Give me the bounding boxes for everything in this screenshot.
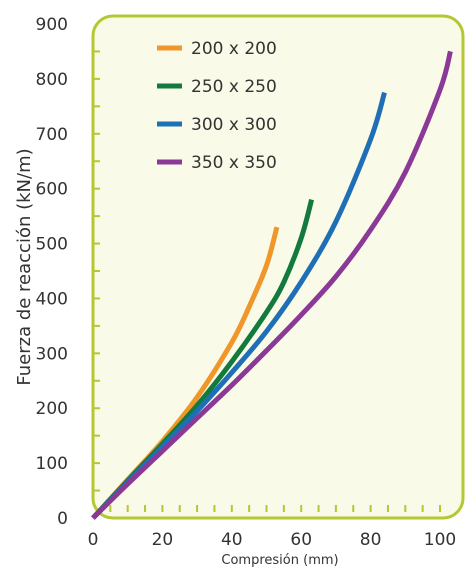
y-tick-label: 0 [57,509,68,529]
x-tick-label: 20 [152,530,174,550]
series-line-4 [91,50,453,520]
x-axis-title: Compresión (mm) [221,553,338,568]
legend-swatch [157,121,182,127]
x-tick-labels: 0 20 40 60 80 100 [88,530,457,550]
y-tick-label: 500 [36,235,68,255]
y-tick-label: 600 [36,180,68,200]
series-group [91,50,453,520]
minor-ticks [109,505,441,512]
legend: 200 x 200 250 x 250 300 x 300 350 x 350 [157,39,277,173]
x-tick-label: 80 [360,530,382,550]
y-tick-label: 300 [36,344,68,364]
y-tick-marks [93,50,100,492]
y-tick-label: 100 [36,454,68,474]
y-tick-label: 900 [36,15,68,35]
plot-area [91,14,465,520]
legend-label: 250 x 250 [191,77,277,97]
legend-label: 350 x 350 [191,153,277,173]
y-tick-label: 800 [36,70,68,90]
x-tick-label: 100 [424,530,456,550]
y-tick-label: 700 [36,125,68,145]
y-tick-label: 200 [36,399,68,419]
y-tick-labels: 0 100 200 300 400 500 600 700 800 900 [36,15,68,529]
legend-swatch [157,45,182,51]
legend-label: 200 x 200 [191,39,277,59]
x-tick-label: 40 [221,530,243,550]
x-tick-label: 0 [88,530,99,550]
legend-swatch [157,83,182,89]
legend-label: 300 x 300 [191,115,277,135]
y-tick-label: 400 [36,289,68,309]
x-tick-label: 60 [290,530,312,550]
y-axis-title: Fuerza de reacción (kN/m) [14,148,35,385]
legend-swatch [157,159,182,165]
